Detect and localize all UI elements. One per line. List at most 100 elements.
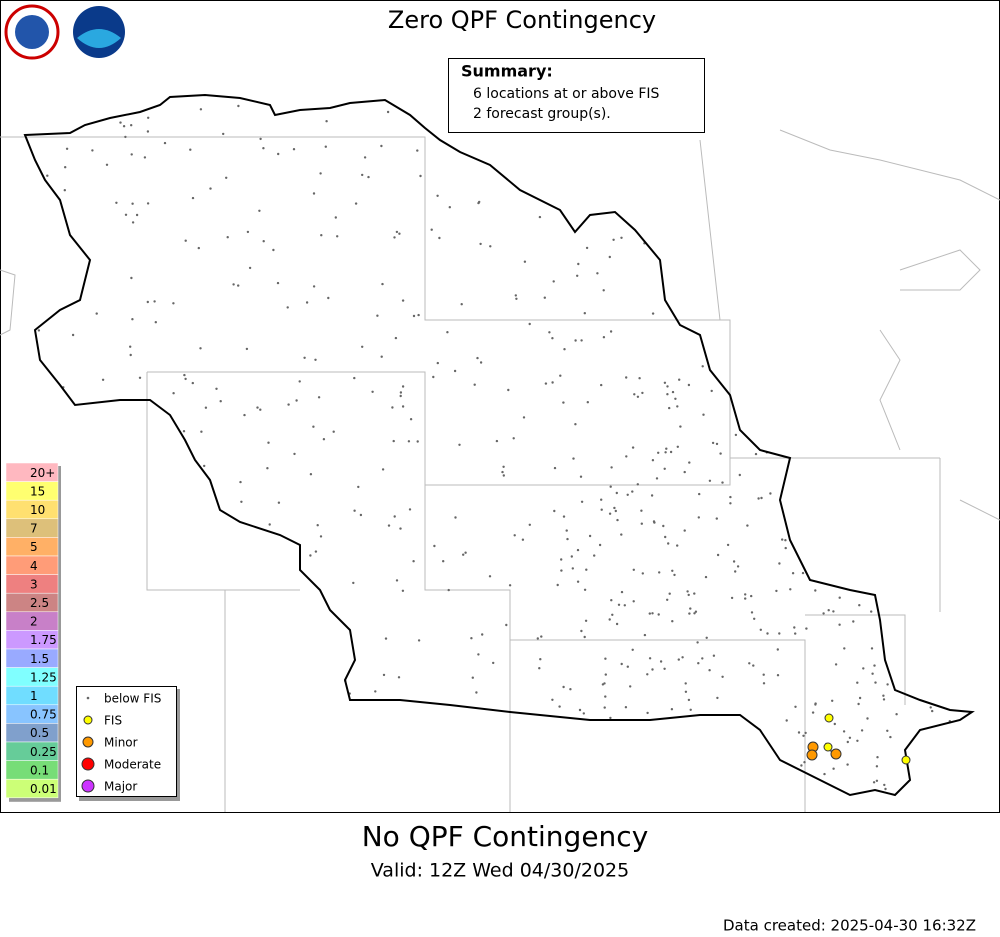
gauge-dot	[598, 543, 602, 547]
gauge-dot	[620, 662, 623, 666]
gauge-dot	[860, 729, 864, 732]
gauge-dot	[715, 442, 719, 446]
gauge-dot	[784, 546, 787, 550]
gauge-dot	[889, 735, 892, 739]
gauge-dot	[651, 312, 655, 315]
gauge-dot	[197, 246, 200, 250]
gauge-dot	[248, 266, 252, 270]
gauge-dot	[750, 594, 753, 598]
gauge-dot	[477, 201, 480, 205]
gauge-dot	[669, 450, 673, 454]
gauge-dot	[716, 696, 719, 700]
gauge-dot	[268, 523, 271, 526]
gauge-dot	[225, 176, 228, 179]
scale-label: 1.75	[30, 633, 57, 647]
gauge-dot	[805, 627, 808, 630]
gauge-dot	[560, 569, 563, 572]
gauge-dot	[657, 613, 660, 616]
gauge-dot	[454, 516, 457, 519]
gauge-dot	[46, 174, 49, 177]
gauge-dot	[259, 408, 262, 411]
gauge-dot	[574, 339, 577, 342]
gauge-dot	[515, 297, 518, 300]
gauge-dot	[719, 452, 722, 455]
gauge-dot	[259, 137, 262, 141]
gauge-dot	[822, 612, 825, 615]
gauge-dot	[793, 626, 796, 629]
gauge-dot	[63, 166, 67, 169]
gauge-dot	[832, 610, 835, 613]
gauge-dot	[744, 593, 747, 596]
gauge-dot	[704, 575, 708, 579]
gauge-dot	[578, 708, 582, 712]
fis-point	[824, 713, 834, 723]
gauge-dot	[697, 516, 700, 519]
gauge-dot	[701, 365, 704, 368]
gauge-dot	[684, 690, 688, 693]
gauge-dot	[267, 441, 270, 444]
gauge-dot	[583, 312, 586, 315]
gauge-dot	[931, 709, 934, 713]
scale-label: 4	[30, 559, 38, 573]
gauge-dot	[856, 739, 859, 742]
gauge-dot	[671, 390, 675, 394]
gauge-dot	[392, 439, 395, 443]
gauge-dot	[571, 567, 574, 570]
gauge-dot	[357, 485, 360, 489]
gauge-dot	[677, 658, 680, 661]
gauge-dot	[399, 394, 402, 398]
gauge-dot	[512, 437, 515, 440]
gauge-dot	[750, 611, 754, 614]
gauge-dot	[617, 603, 621, 606]
gauge-dot	[671, 569, 674, 572]
gauge-dot	[646, 673, 649, 676]
scale-label: 15	[30, 484, 45, 498]
gauge-dot	[191, 381, 194, 385]
gauge-dot	[696, 641, 699, 644]
gauge-dot	[679, 425, 682, 428]
gauge-dot	[604, 673, 607, 676]
gauge-dot	[320, 234, 323, 237]
gauge-dot	[401, 385, 405, 388]
gauge-dot	[625, 455, 628, 458]
gauge-dot	[646, 711, 649, 715]
gauge-dot	[399, 391, 403, 394]
gauge-dot	[620, 533, 623, 536]
legend-symbol	[82, 736, 94, 748]
gauge-dot	[262, 147, 265, 150]
gauge-dot	[705, 636, 708, 639]
gauge-dot	[643, 633, 647, 637]
gauge-dot	[886, 729, 889, 732]
gauge-dot	[766, 632, 769, 635]
gauge-dot	[363, 156, 367, 159]
gauge-dot	[552, 280, 555, 283]
gauge-dot	[124, 213, 128, 216]
gauge-dot	[875, 765, 879, 768]
gauge-dot	[576, 548, 580, 552]
gauge-dot	[683, 529, 686, 532]
gauge-dot	[668, 592, 671, 595]
gauge-dot	[842, 730, 846, 733]
legend-symbol	[86, 696, 90, 700]
gauge-dot	[182, 430, 186, 433]
gauge-dot	[548, 331, 551, 334]
gauge-dot	[875, 779, 879, 782]
gauge-dot	[641, 572, 644, 575]
gauge-dot	[640, 509, 643, 512]
gauge-dot	[371, 390, 374, 393]
gauge-dot	[615, 622, 619, 626]
gauge-dot	[663, 467, 666, 470]
gauge-dot	[521, 538, 525, 541]
gauge-dot	[708, 479, 712, 482]
gauge-dot	[354, 202, 358, 205]
gauge-dot	[417, 639, 421, 642]
basin-outline	[23, 93, 975, 797]
gauge-dot	[629, 685, 632, 688]
gauge-dot	[846, 763, 849, 766]
gauge-dot	[462, 553, 465, 556]
gauge-points	[37, 104, 951, 791]
gauge-dot	[479, 361, 483, 364]
gauge-dot	[562, 401, 565, 404]
gauge-dot	[843, 647, 846, 650]
gauge-dot	[215, 387, 218, 390]
